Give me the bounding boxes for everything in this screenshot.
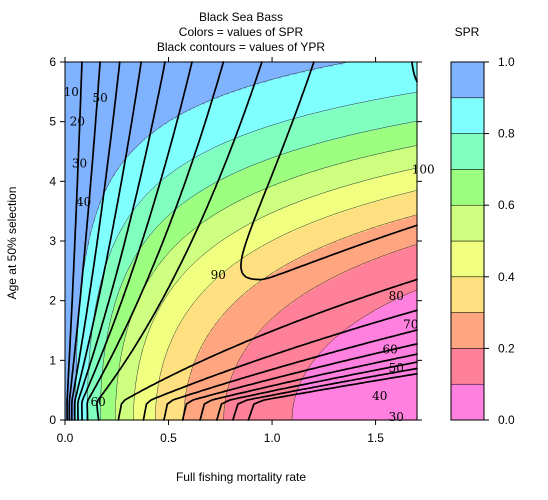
legend-swatch <box>450 204 485 242</box>
legend-swatch <box>450 61 485 99</box>
ypr-contour-label: 30 <box>72 156 87 170</box>
ypr-contour-label: 40 <box>372 389 387 403</box>
ypr-contour-label: 30 <box>389 410 404 424</box>
ypr-contour-90 <box>240 61 418 281</box>
ypr-contour-70 <box>86 61 418 421</box>
legend-title: SPR <box>449 25 485 39</box>
legend-tick-label: 0.6 <box>498 198 515 212</box>
legend-tick-label: 1.0 <box>498 55 515 69</box>
ypr-contour-60 <box>80 61 418 421</box>
ypr-contour-label: 80 <box>389 289 404 303</box>
ypr-contour-label: 90 <box>211 268 226 282</box>
legend-swatch <box>450 240 485 278</box>
legend-swatch <box>450 383 485 421</box>
legend-swatch <box>450 276 485 313</box>
y-tick-label: 5 <box>49 115 56 129</box>
ypr-contour-label: 70 <box>403 318 418 332</box>
y-tick-label: 0 <box>49 413 56 427</box>
ypr-contour-label: 100 <box>412 162 435 176</box>
chart-title: Black Sea Bass <box>65 10 417 24</box>
spr-band-boundary <box>99 120 418 420</box>
legend-swatch <box>450 169 485 206</box>
y-tick-label: 3 <box>49 234 56 248</box>
legend-swatch <box>450 97 485 134</box>
legend-tick-label: 0.0 <box>498 413 515 427</box>
legend-swatch <box>450 133 485 170</box>
ypr-contour-label: 60 <box>90 395 105 409</box>
ypr-contour-label: 20 <box>70 115 85 129</box>
ypr-contour-label: 10 <box>64 85 79 99</box>
ypr-contour-label: 50 <box>93 91 108 105</box>
x-tick-label: 0.5 <box>160 431 177 445</box>
legend-swatch <box>450 312 485 349</box>
ypr-contour-label: 40 <box>76 195 91 209</box>
ypr-contour-10 <box>66 61 418 421</box>
ypr-contour-80 <box>96 61 418 421</box>
x-axis-title: Full fishing mortality rate <box>65 470 417 484</box>
x-tick-label: 0.0 <box>57 431 74 445</box>
chart-subtitle-colors: Colors = values of SPR <box>65 25 417 39</box>
ypr-contour-label: 60 <box>382 343 397 357</box>
spr-band-boundary <box>291 289 418 421</box>
legend-tick-label: 0.4 <box>498 270 515 284</box>
y-tick-label: 4 <box>49 174 56 188</box>
ypr-contour-label: 50 <box>389 361 404 375</box>
ypr-contour-40 <box>73 61 418 421</box>
legend-tick-label: 0.8 <box>498 127 515 141</box>
x-tick-label: 1.5 <box>367 431 384 445</box>
legend-frame <box>450 61 485 421</box>
legend-tick-label: 0.2 <box>498 341 515 355</box>
x-tick-label: 1.0 <box>264 431 281 445</box>
ypr-contour-20 <box>68 61 418 421</box>
y-tick-label: 6 <box>49 55 56 69</box>
chart-subtitle-contours: Black contours = values of YPR <box>65 40 417 54</box>
ypr-contour-50 <box>76 61 418 421</box>
y-tick-label: 1 <box>49 353 56 367</box>
ypr-contour-100 <box>411 61 418 83</box>
spr-band-boundary <box>133 167 418 420</box>
spr-band-boundary <box>155 190 418 420</box>
legend-swatch <box>450 348 485 385</box>
ypr-contour-30 <box>70 61 418 421</box>
y-tick-label: 2 <box>49 294 56 308</box>
